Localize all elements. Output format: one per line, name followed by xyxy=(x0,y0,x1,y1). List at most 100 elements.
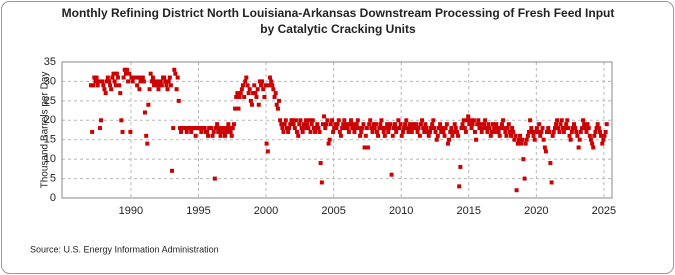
point xyxy=(322,114,327,119)
point xyxy=(149,79,154,84)
point xyxy=(254,94,259,99)
point xyxy=(338,133,343,138)
point xyxy=(415,129,420,134)
point xyxy=(270,83,275,88)
point xyxy=(263,83,268,88)
point xyxy=(288,122,293,127)
point xyxy=(585,122,590,127)
point xyxy=(155,79,160,84)
point xyxy=(483,118,488,123)
point xyxy=(407,122,412,127)
point xyxy=(441,129,446,134)
point xyxy=(130,79,135,84)
point xyxy=(378,122,383,127)
point xyxy=(391,126,396,131)
point xyxy=(388,122,393,127)
point xyxy=(429,126,434,131)
point xyxy=(533,129,538,134)
point xyxy=(472,129,477,134)
point xyxy=(184,129,189,134)
point xyxy=(328,122,333,127)
point xyxy=(395,126,400,131)
point xyxy=(578,129,583,134)
point xyxy=(164,83,169,88)
point xyxy=(537,122,542,127)
point xyxy=(444,122,449,127)
point xyxy=(108,83,113,88)
point xyxy=(527,129,532,134)
point xyxy=(311,126,316,131)
x-tick-label: 1990 xyxy=(119,205,143,217)
point xyxy=(371,122,376,127)
point xyxy=(221,129,226,134)
point xyxy=(112,79,117,84)
point xyxy=(438,122,443,127)
point xyxy=(596,126,601,131)
point xyxy=(177,126,182,131)
point xyxy=(495,126,500,131)
point xyxy=(232,122,237,127)
point xyxy=(127,71,132,76)
point xyxy=(315,122,320,127)
point xyxy=(183,126,188,131)
point xyxy=(543,149,548,154)
point xyxy=(435,133,440,138)
point xyxy=(199,129,204,134)
point xyxy=(323,126,328,131)
point xyxy=(101,83,106,88)
point xyxy=(192,126,197,131)
point xyxy=(516,137,521,142)
point xyxy=(332,126,337,131)
point xyxy=(156,87,161,92)
point xyxy=(494,122,499,127)
point xyxy=(532,137,537,142)
point xyxy=(439,129,444,134)
point xyxy=(457,184,462,189)
point xyxy=(411,122,416,127)
point xyxy=(113,83,118,88)
point xyxy=(566,126,571,131)
point xyxy=(363,133,368,138)
point xyxy=(125,67,129,72)
point xyxy=(531,133,536,138)
point xyxy=(564,122,569,127)
point xyxy=(122,67,127,72)
point xyxy=(296,133,301,138)
point xyxy=(512,137,517,142)
point xyxy=(225,129,230,134)
point xyxy=(379,118,384,123)
chart-title: Monthly Refining District North Louisian… xyxy=(62,6,615,20)
point xyxy=(175,75,180,80)
point xyxy=(538,133,543,138)
point xyxy=(226,122,231,127)
point xyxy=(552,126,557,131)
point xyxy=(423,122,428,127)
point xyxy=(485,129,490,134)
point xyxy=(261,87,266,92)
point xyxy=(520,137,525,142)
point xyxy=(236,106,241,111)
point xyxy=(251,91,256,96)
point xyxy=(224,126,229,131)
point xyxy=(367,122,372,127)
point xyxy=(166,79,171,84)
point xyxy=(362,145,367,150)
point xyxy=(427,129,432,134)
point xyxy=(264,141,269,146)
point xyxy=(220,126,225,131)
point xyxy=(176,98,181,103)
point xyxy=(421,126,426,131)
point xyxy=(597,129,602,134)
point xyxy=(587,133,592,138)
point xyxy=(593,129,598,134)
point xyxy=(216,129,221,134)
point xyxy=(135,83,140,88)
point xyxy=(586,126,591,131)
point xyxy=(293,118,298,123)
point xyxy=(400,129,405,134)
x-tick-label: 2000 xyxy=(254,205,278,217)
point xyxy=(477,126,482,131)
point xyxy=(545,129,549,134)
point xyxy=(513,133,518,138)
